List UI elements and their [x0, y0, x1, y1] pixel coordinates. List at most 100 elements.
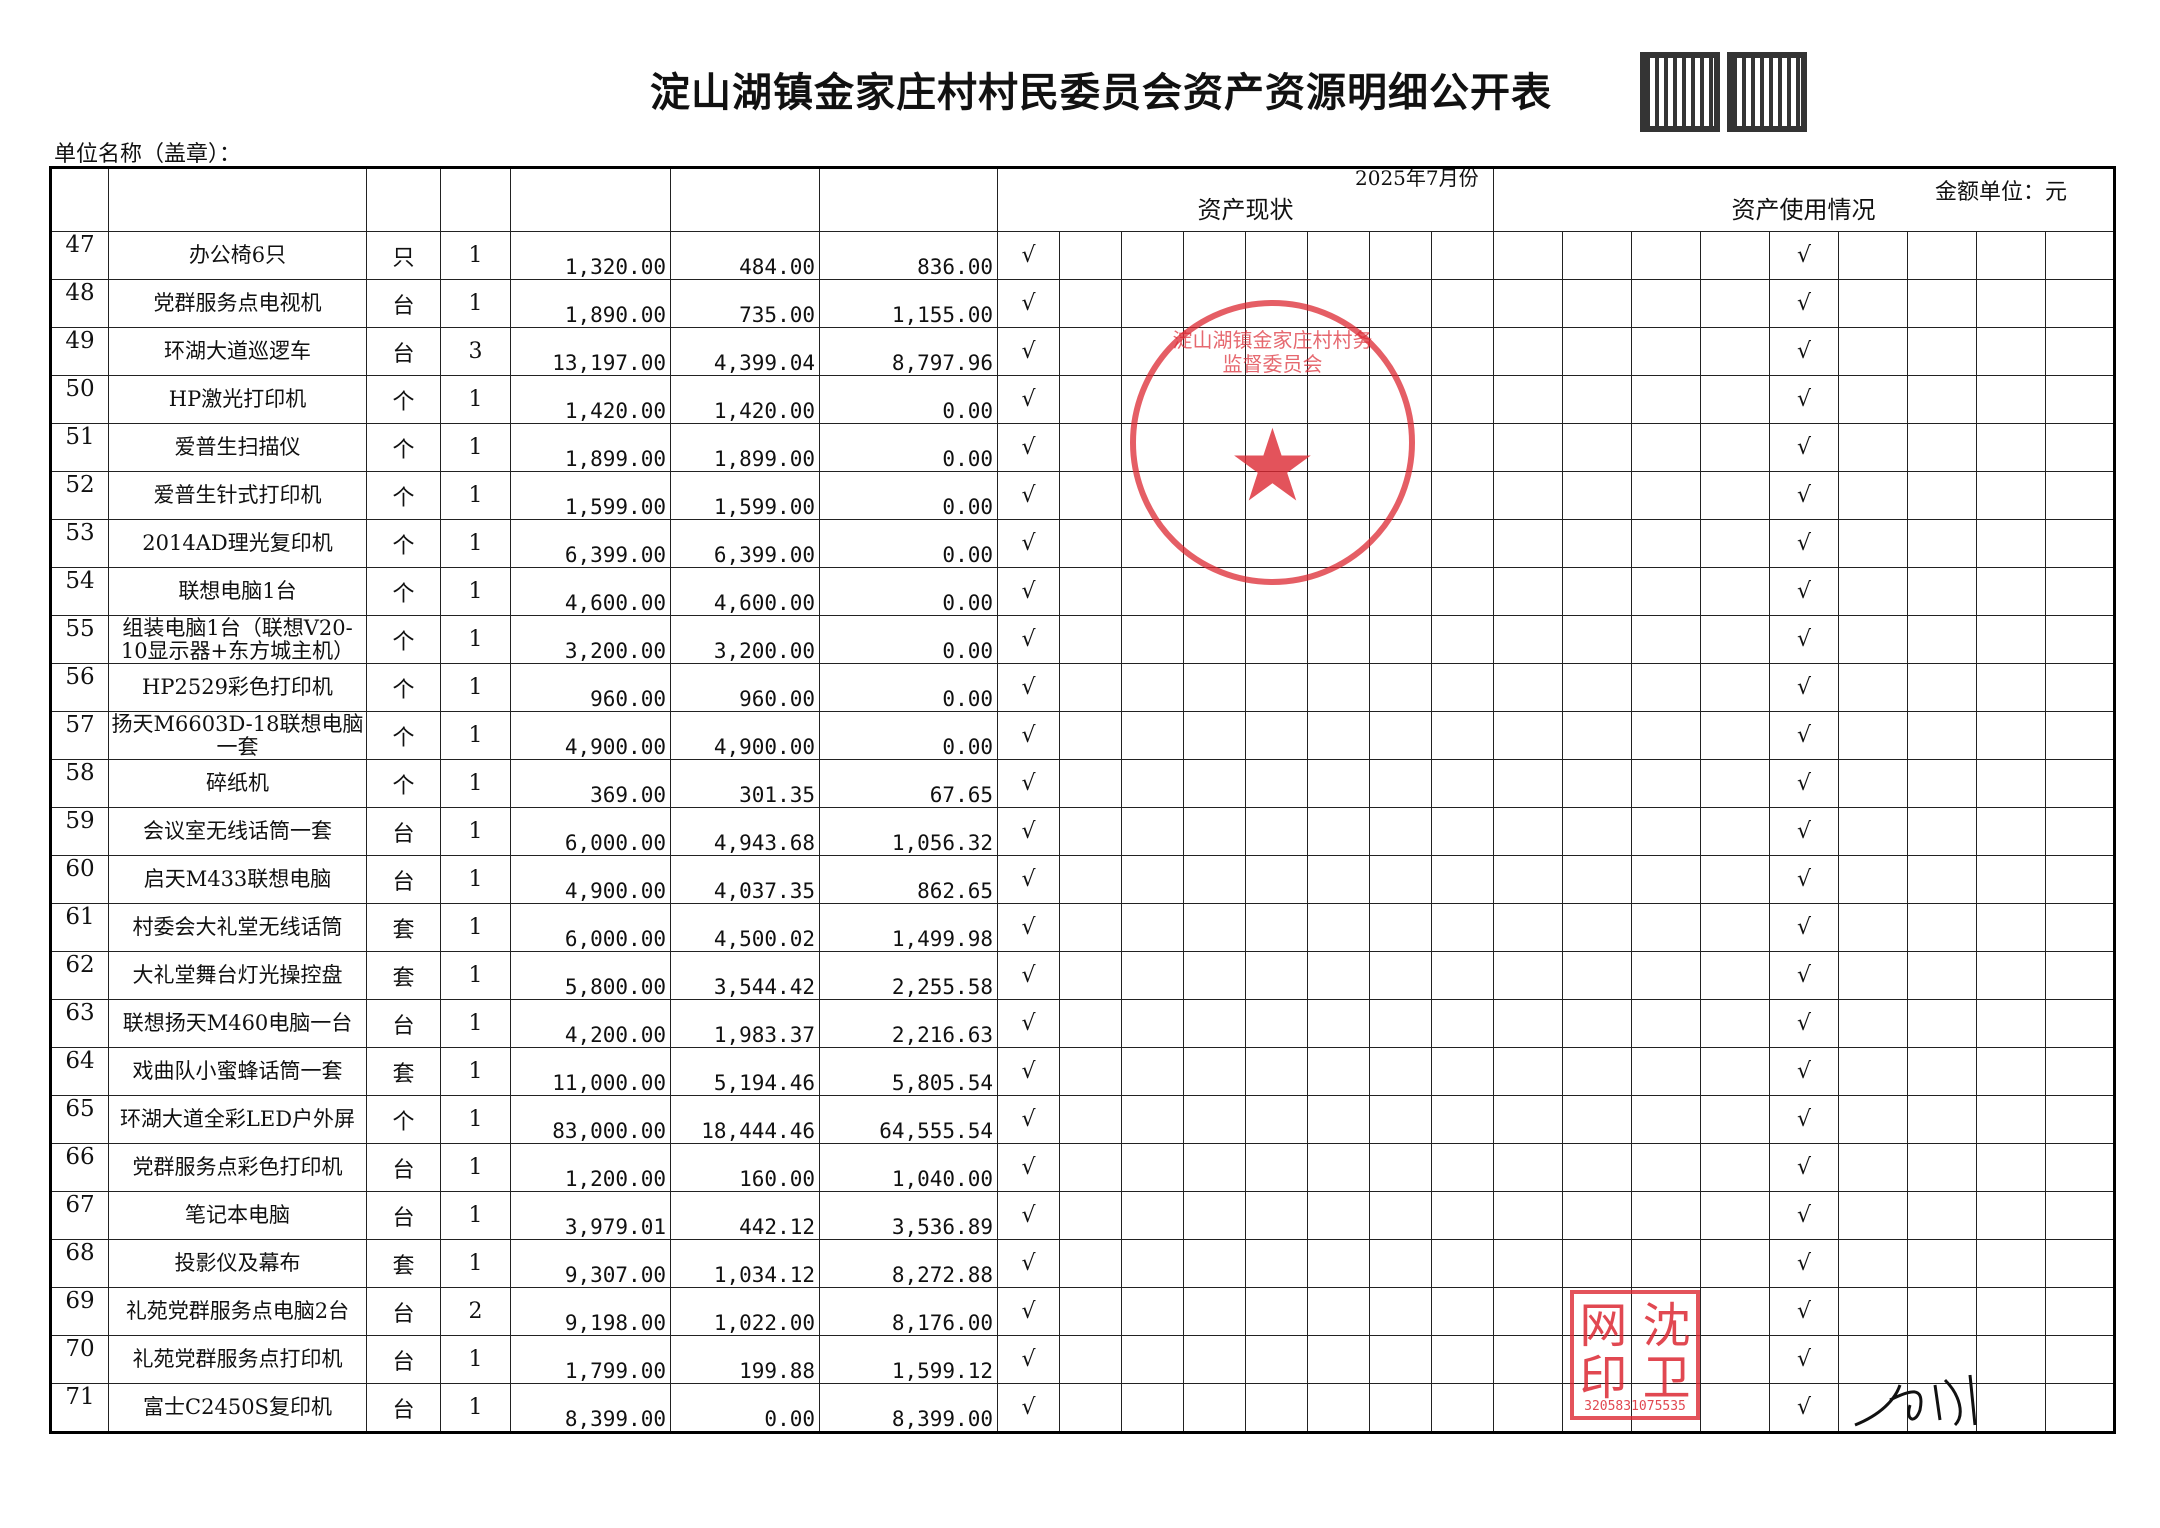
check-mark-icon: √ — [1769, 327, 1839, 376]
cell-original: 960.00 — [510, 663, 671, 712]
cell-net: 0.00 — [819, 423, 998, 472]
usage-cell — [1838, 1047, 1908, 1096]
usage-cell — [1907, 951, 1977, 1000]
usage-cell — [1700, 903, 1770, 952]
usage-cell — [1700, 423, 1770, 472]
status-cell — [1431, 807, 1494, 856]
status-cell — [1245, 807, 1308, 856]
cell-unit: 只 — [366, 231, 441, 280]
cell-depreciation: 3,200.00 — [670, 615, 820, 664]
usage-cell — [1976, 1335, 2046, 1384]
usage-cell — [1976, 1383, 2046, 1433]
cell-original: 1,899.00 — [510, 423, 671, 472]
usage-cell — [1976, 519, 2046, 568]
cell-qty: 1 — [440, 1047, 511, 1096]
table-row: 62 大礼堂舞台灯光操控盘套 1 5,800.00 3,544.42 2,255.58 √ √ — [50, 951, 2115, 1000]
cell-net: 5,805.54 — [819, 1047, 998, 1096]
cell-unit: 台 — [366, 1383, 441, 1433]
status-cell — [1245, 1383, 1308, 1433]
usage-cell — [1493, 807, 1563, 856]
status-cell — [1183, 1287, 1246, 1336]
status-cell — [1307, 1143, 1370, 1192]
status-cell — [1307, 375, 1370, 424]
usage-cell — [1976, 759, 2046, 808]
check-mark-icon: √ — [1769, 663, 1839, 712]
check-mark-icon: √ — [1769, 759, 1839, 808]
status-cell — [1307, 807, 1370, 856]
cell-name: HP2529彩色打印机 — [108, 663, 367, 712]
usage-cell — [1631, 1335, 1701, 1384]
usage-cell — [1838, 327, 1908, 376]
usage-cell — [1493, 1287, 1563, 1336]
status-cell — [1121, 279, 1184, 328]
header-cell — [366, 167, 441, 232]
cell-unit: 个 — [366, 567, 441, 616]
status-cell — [1245, 903, 1308, 952]
usage-cell — [1907, 519, 1977, 568]
status-cell — [1307, 1335, 1370, 1384]
status-cell — [1307, 1191, 1370, 1240]
status-cell — [1121, 1239, 1184, 1288]
cell-no: 69 — [50, 1287, 109, 1336]
usage-cell — [1700, 663, 1770, 712]
table-row: 64 戏曲队小蜜蜂话筒一套套 1 11,000.00 5,194.46 5,805.54 √… — [50, 1047, 2115, 1096]
cell-net: 8,399.00 — [819, 1383, 998, 1433]
usage-cell — [1838, 1335, 1908, 1384]
cell-no: 58 — [50, 759, 109, 808]
usage-cell — [1562, 999, 1632, 1048]
check-mark-icon: √ — [997, 903, 1060, 952]
usage-cell — [2045, 663, 2115, 712]
cell-qty: 1 — [440, 1095, 511, 1144]
status-cell — [1369, 903, 1432, 952]
table-row: 57 扬天M6603D-18联想电脑一套个 1 4,900.00 4,900.00 0.0… — [50, 711, 2115, 760]
usage-cell — [1493, 951, 1563, 1000]
status-cell — [1369, 423, 1432, 472]
status-cell — [1431, 327, 1494, 376]
usage-cell — [1976, 855, 2046, 904]
cell-depreciation: 4,600.00 — [670, 567, 820, 616]
status-cell — [1059, 423, 1122, 472]
usage-cell — [1907, 279, 1977, 328]
status-cell — [1369, 471, 1432, 520]
status-cell — [1431, 1191, 1494, 1240]
check-mark-icon: √ — [997, 663, 1060, 712]
table-row: 66 党群服务点彩色打印机台 1 1,200.00 160.00 1,040.00 √ √ — [50, 1143, 2115, 1192]
status-cell — [1121, 951, 1184, 1000]
usage-cell — [1976, 1143, 2046, 1192]
usage-cell — [1907, 1191, 1977, 1240]
status-cell — [1369, 231, 1432, 280]
cell-depreciation: 1,599.00 — [670, 471, 820, 520]
usage-cell — [1907, 1143, 1977, 1192]
usage-cell — [1493, 1239, 1563, 1288]
usage-cell — [1562, 951, 1632, 1000]
usage-cell — [1838, 231, 1908, 280]
usage-cell — [1700, 951, 1770, 1000]
usage-cell — [1838, 471, 1908, 520]
status-cell — [1431, 1143, 1494, 1192]
status-cell — [1059, 1383, 1122, 1433]
cell-qty: 1 — [440, 999, 511, 1048]
status-cell — [1307, 423, 1370, 472]
check-mark-icon: √ — [997, 855, 1060, 904]
check-mark-icon: √ — [1769, 231, 1839, 280]
status-cell — [1121, 567, 1184, 616]
status-cell — [1121, 327, 1184, 376]
usage-cell — [1907, 711, 1977, 760]
status-cell — [1121, 375, 1184, 424]
status-cell — [1121, 471, 1184, 520]
usage-cell — [1562, 855, 1632, 904]
check-mark-icon: √ — [997, 1335, 1060, 1384]
usage-cell — [1907, 1239, 1977, 1288]
check-mark-icon: √ — [997, 1191, 1060, 1240]
cell-net: 1,040.00 — [819, 1143, 998, 1192]
cell-depreciation: 1,420.00 — [670, 375, 820, 424]
usage-cell — [1631, 471, 1701, 520]
status-cell — [1245, 1335, 1308, 1384]
usage-cell — [1838, 567, 1908, 616]
status-cell — [1059, 759, 1122, 808]
status-cell — [1307, 711, 1370, 760]
status-cell — [1059, 1143, 1122, 1192]
cell-unit: 个 — [366, 615, 441, 664]
cell-unit: 台 — [366, 327, 441, 376]
header-usage: 资产使用情况 — [1493, 167, 2115, 232]
